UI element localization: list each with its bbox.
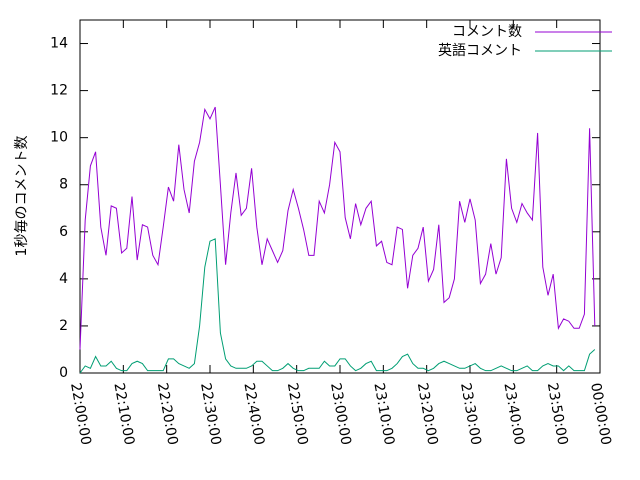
x-tick-label: 23:20:00 bbox=[414, 382, 441, 447]
y-axis-label: 1秒毎のコメント数 bbox=[14, 136, 30, 257]
y-tick-label: 8 bbox=[59, 177, 68, 193]
x-tick-label: 22:40:00 bbox=[240, 382, 267, 447]
y-tick-label: 14 bbox=[50, 36, 68, 52]
x-tick-label: 23:00:00 bbox=[327, 382, 354, 447]
y-tick-label: 6 bbox=[59, 224, 68, 240]
y-tick-label: 4 bbox=[59, 271, 68, 287]
x-tick-label: 23:10:00 bbox=[370, 382, 397, 447]
y-tick-label: 2 bbox=[59, 318, 68, 334]
y-tick-label: 10 bbox=[50, 130, 68, 146]
x-tick-label: 22:50:00 bbox=[284, 382, 311, 447]
x-tick-label: 22:30:00 bbox=[197, 382, 224, 447]
x-tick-label: 23:30:00 bbox=[457, 382, 484, 447]
y-tick-label: 12 bbox=[50, 83, 68, 99]
x-tick-label: 23:40:00 bbox=[500, 382, 527, 447]
y-tick-label: 0 bbox=[59, 365, 68, 381]
plot-frame bbox=[79, 19, 601, 374]
x-tick-label: 23:50:00 bbox=[544, 382, 571, 447]
series-line bbox=[79, 106, 596, 350]
legend-label: コメント数 bbox=[452, 24, 522, 40]
legend-label: 英語コメント bbox=[438, 42, 522, 59]
x-tick-label: 22:20:00 bbox=[154, 382, 181, 447]
x-tick-label: 00:00:00 bbox=[587, 382, 614, 447]
x-tick-label: 22:10:00 bbox=[110, 382, 137, 447]
series-line bbox=[79, 238, 596, 374]
x-tick-label: 22:00:00 bbox=[67, 382, 94, 447]
